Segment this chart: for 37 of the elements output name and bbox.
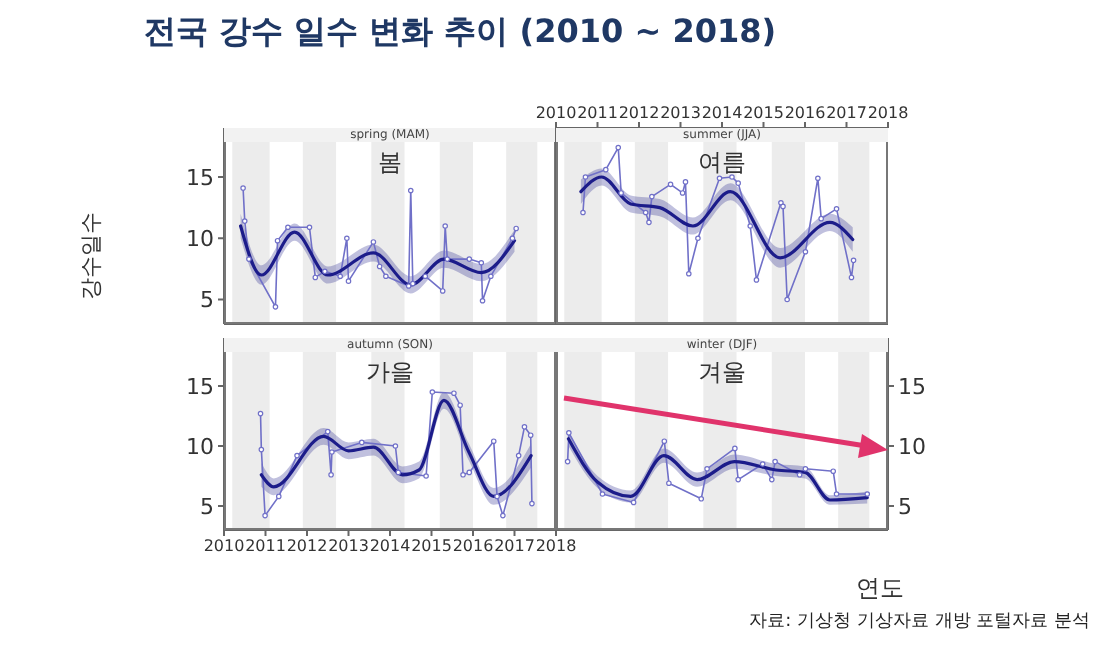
x-tick-label: 2017 — [494, 537, 535, 556]
x-tick-label: 2013 — [328, 537, 369, 556]
x2-tick-label: 2012 — [618, 104, 660, 122]
x2-tick-label: 2015 — [743, 104, 784, 122]
y2-tick-label: 10 — [898, 433, 926, 460]
y2-tick-label: 5 — [898, 493, 912, 520]
text: 자료: 기상청 기상자료 개방 포털자료 분석 — [747, 610, 1090, 634]
y2-tick-label: 15 — [898, 373, 926, 400]
x2-tick-label: 2014 — [701, 104, 743, 122]
text: 전국 강수 일수 변화 추이 (2010 ~ 2018) — [141, 12, 779, 54]
x-tick-label: 2014 — [369, 537, 411, 556]
y-axis-title: 강수일수 — [76, 212, 106, 300]
y-tick-label: 10 — [186, 433, 214, 460]
y-tick-label: 5 — [200, 287, 214, 314]
x-tick-label: 2010 — [203, 537, 245, 556]
line-series — [240, 185, 519, 310]
x-tick-label: 2012 — [286, 537, 328, 556]
y-tick-label: 15 — [186, 164, 214, 191]
text: 겨울 — [696, 356, 748, 390]
x-tick-label: 2015 — [411, 537, 452, 556]
x2-tick-label: 2013 — [660, 104, 701, 122]
x2-tick-label: 2017 — [826, 104, 867, 122]
x-tick-label: 2016 — [452, 537, 494, 556]
x-tick-label: 2018 — [535, 537, 577, 556]
text: 여름 — [696, 146, 748, 180]
y-tick-label: 10 — [186, 226, 214, 253]
y-tick-label: 5 — [200, 493, 214, 520]
text: 봄 — [376, 146, 404, 180]
text: 가을 — [364, 356, 416, 390]
x2-tick-label: 2010 — [535, 104, 577, 122]
line-series — [257, 389, 535, 519]
x2-tick-label: 2011 — [577, 104, 618, 122]
y-tick-label: 15 — [186, 373, 214, 400]
x2-tick-label: 2018 — [867, 104, 909, 122]
x2-tick-label: 2016 — [784, 104, 826, 122]
x-axis-title: 연도 — [854, 572, 906, 606]
x-tick-label: 2011 — [245, 537, 286, 556]
